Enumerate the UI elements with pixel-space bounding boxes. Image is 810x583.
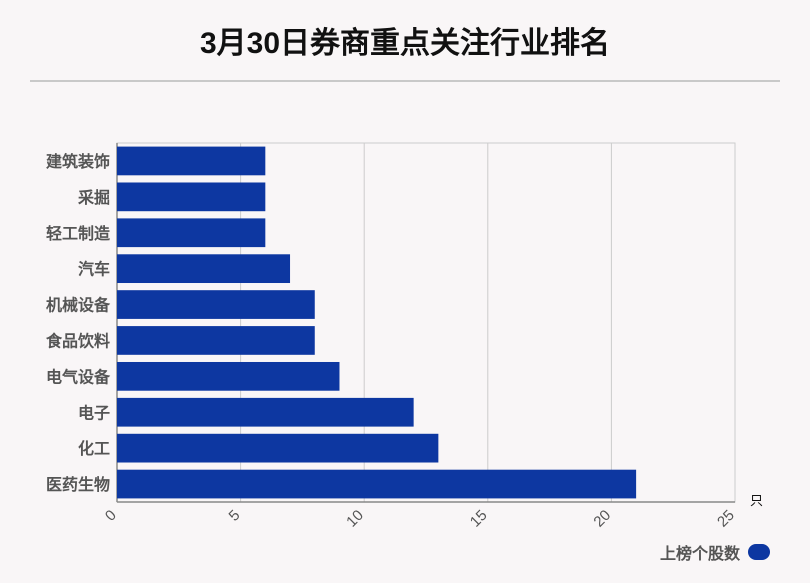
bar — [117, 254, 291, 284]
bar — [117, 397, 414, 427]
bar — [117, 290, 315, 319]
x-tick-label: 5 — [226, 507, 244, 525]
category-label: 化工 — [78, 439, 110, 458]
legend-swatch — [748, 544, 770, 560]
chart-title: 3月30日券商重点关注行业排名 — [199, 27, 611, 60]
category-label: 医药生物 — [46, 475, 110, 494]
bar — [117, 182, 266, 212]
bar — [117, 326, 315, 355]
bar — [117, 469, 637, 499]
bar — [117, 146, 266, 176]
category-label: 汽车 — [78, 260, 110, 279]
bar — [117, 218, 266, 248]
legend-label: 上榜个股数 — [659, 546, 740, 563]
category-label: 食品饮料 — [45, 331, 110, 350]
x-tick-label: 15 — [467, 507, 491, 531]
category-label: 采掘 — [77, 188, 110, 207]
bar — [117, 361, 340, 391]
category-label: 机械设备 — [46, 296, 111, 315]
legend[interactable]: 上榜个股数 — [660, 540, 770, 564]
x-tick-label: 10 — [343, 507, 367, 531]
category-label: 电气设备 — [46, 367, 111, 386]
category-label: 电子 — [78, 403, 110, 422]
x-tick-label: 25 — [714, 507, 738, 531]
bar — [117, 433, 439, 463]
title-divider — [30, 80, 780, 82]
x-unit-label: 只 — [750, 493, 763, 508]
x-tick-label: 0 — [102, 507, 120, 525]
category-label: 轻工制造 — [46, 224, 111, 243]
category-label: 建筑装饰 — [46, 152, 110, 171]
x-tick-label: 20 — [590, 507, 614, 531]
